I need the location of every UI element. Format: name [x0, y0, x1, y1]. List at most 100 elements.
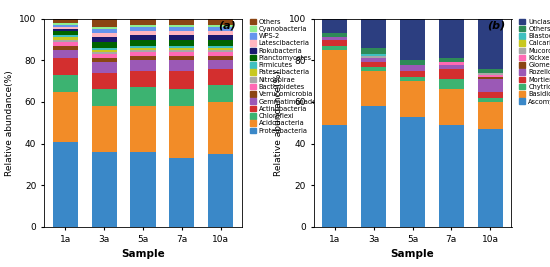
Bar: [130, 31, 156, 35]
Bar: [130, 27, 156, 31]
Bar: [91, 152, 117, 227]
Bar: [130, 50, 156, 52]
Bar: [91, 62, 117, 73]
Bar: [361, 48, 386, 54]
Bar: [169, 48, 195, 50]
Bar: [169, 19, 195, 25]
Bar: [208, 154, 233, 227]
Y-axis label: Relative abundance(%): Relative abundance(%): [4, 70, 14, 176]
Bar: [208, 48, 233, 50]
Bar: [477, 129, 503, 227]
Bar: [130, 60, 156, 71]
Bar: [361, 106, 386, 227]
Bar: [53, 42, 78, 46]
Bar: [53, 37, 78, 40]
Bar: [439, 58, 464, 62]
Bar: [169, 31, 195, 35]
Bar: [91, 19, 117, 27]
Bar: [439, 79, 464, 89]
Bar: [91, 27, 117, 29]
Bar: [130, 25, 156, 27]
Bar: [477, 73, 503, 75]
Bar: [130, 52, 156, 56]
Bar: [477, 98, 503, 102]
Bar: [361, 54, 386, 56]
Bar: [91, 48, 117, 50]
Bar: [322, 33, 348, 37]
Bar: [91, 52, 117, 54]
Bar: [208, 56, 233, 60]
Bar: [208, 40, 233, 46]
Bar: [53, 25, 78, 27]
Bar: [53, 75, 78, 92]
Bar: [130, 40, 156, 46]
Text: (b): (b): [487, 21, 505, 31]
Bar: [169, 40, 195, 46]
Bar: [169, 71, 195, 89]
Bar: [169, 158, 195, 227]
Bar: [53, 58, 78, 75]
Bar: [53, 46, 78, 50]
Bar: [439, 89, 464, 125]
Bar: [53, 92, 78, 142]
Bar: [208, 46, 233, 48]
Bar: [477, 69, 503, 73]
Bar: [208, 19, 233, 25]
Bar: [439, 69, 464, 79]
Bar: [91, 50, 117, 52]
Bar: [53, 23, 78, 25]
Bar: [53, 19, 78, 23]
Bar: [361, 62, 386, 66]
Bar: [361, 66, 386, 71]
Bar: [477, 92, 503, 98]
Bar: [130, 56, 156, 60]
Bar: [208, 85, 233, 102]
Bar: [53, 142, 78, 227]
Bar: [322, 40, 348, 46]
Bar: [91, 37, 117, 42]
Bar: [400, 19, 425, 60]
Bar: [361, 19, 386, 48]
Bar: [130, 35, 156, 40]
Bar: [322, 46, 348, 50]
Bar: [208, 60, 233, 69]
Bar: [53, 40, 78, 42]
Bar: [322, 19, 348, 33]
Bar: [91, 106, 117, 152]
Bar: [130, 19, 156, 25]
Bar: [91, 89, 117, 106]
Bar: [169, 25, 195, 27]
Bar: [208, 50, 233, 52]
Bar: [169, 56, 195, 60]
Bar: [169, 35, 195, 40]
Bar: [91, 54, 117, 58]
Bar: [169, 60, 195, 71]
Bar: [400, 71, 425, 77]
Bar: [53, 27, 78, 29]
Bar: [400, 65, 425, 71]
Bar: [208, 25, 233, 27]
Bar: [439, 65, 464, 69]
Bar: [477, 77, 503, 79]
Bar: [208, 102, 233, 154]
Bar: [53, 35, 78, 37]
Bar: [130, 71, 156, 87]
Bar: [400, 77, 425, 81]
Bar: [91, 29, 117, 33]
Bar: [169, 27, 195, 31]
Legend: Others, Cyanobacteria, WPS-2, Latescibacteria, Rokubacteria, Planctomycetes, Fir: Others, Cyanobacteria, WPS-2, Latescibac…: [249, 18, 328, 134]
Bar: [208, 52, 233, 56]
Bar: [91, 33, 117, 37]
Bar: [91, 73, 117, 89]
Bar: [130, 46, 156, 48]
Bar: [208, 27, 233, 31]
Bar: [53, 31, 78, 35]
Bar: [130, 152, 156, 227]
Bar: [361, 71, 386, 106]
X-axis label: Sample: Sample: [121, 249, 165, 259]
Bar: [477, 79, 503, 92]
Bar: [477, 102, 503, 129]
Bar: [169, 106, 195, 158]
Bar: [322, 37, 348, 40]
Bar: [477, 75, 503, 77]
